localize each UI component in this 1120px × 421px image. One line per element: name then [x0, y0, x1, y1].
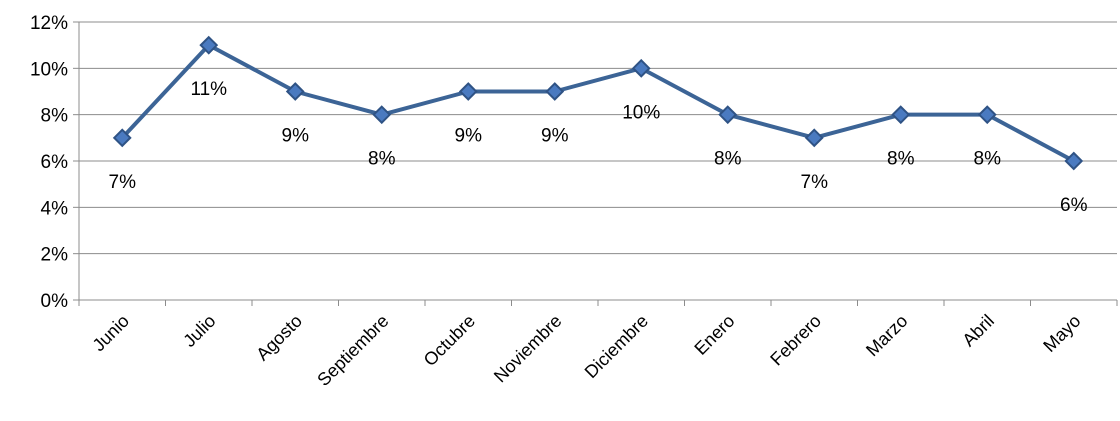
gridlines: [79, 21, 1117, 255]
x-tick-label: Noviembre: [490, 311, 566, 387]
y-tick-label: 0%: [41, 291, 69, 312]
data-label: 6%: [1060, 195, 1088, 216]
x-tick-label: Abril: [958, 311, 998, 351]
x-tick-label: Septiembre: [313, 311, 392, 390]
data-point-marker: [372, 105, 392, 125]
data-point-marker: [891, 105, 911, 125]
data-point-marker: [199, 35, 219, 55]
data-labels: 7% 11% 9% 8% 9% 9% 10% 8% 7% 8% 8% 6%: [109, 79, 1088, 216]
data-label: 8%: [714, 149, 742, 170]
data-point-marker: [285, 82, 305, 101]
data-point-marker: [977, 105, 997, 125]
y-tick-label: 8%: [41, 106, 69, 127]
x-tick-label: Diciembre: [581, 311, 652, 382]
data-label: 9%: [455, 126, 483, 147]
data-point-marker: [458, 82, 478, 101]
data-label: 8%: [368, 149, 396, 170]
axes: [73, 21, 1118, 306]
x-tick-label: Julio: [179, 311, 219, 351]
x-tick-label: Mayo: [1039, 311, 1084, 356]
x-axis-tick-labels: Junio Julio Agosto Septiembre Octubre Noviemb…: [89, 311, 1085, 390]
data-point-marker: [804, 128, 824, 148]
data-point-marker: [112, 128, 132, 148]
data-point-marker: [631, 58, 651, 78]
data-label: 7%: [109, 172, 137, 193]
x-tick-label: Enero: [690, 311, 738, 359]
x-tick-label: Junio: [89, 311, 134, 356]
y-tick-label: 6%: [41, 152, 69, 173]
x-tick-label: Agosto: [252, 311, 306, 365]
data-point-marker: [545, 82, 565, 101]
y-tick-label: 4%: [41, 198, 69, 219]
data-label: 9%: [282, 126, 310, 147]
series-line-path: [120, 43, 1075, 163]
data-label: 8%: [887, 149, 915, 170]
x-tick-label: Octubre: [420, 311, 479, 370]
y-tick-label: 12%: [30, 13, 68, 34]
y-tick-label: 2%: [41, 245, 69, 266]
y-tick-label: 10%: [30, 59, 68, 80]
data-label: 9%: [541, 126, 569, 147]
data-label: 11%: [190, 79, 227, 100]
data-label: 7%: [801, 172, 829, 193]
data-point-marker: [718, 105, 738, 125]
data-label: 8%: [974, 149, 1002, 170]
series-markers: [112, 35, 1084, 171]
data-point-marker: [1064, 151, 1084, 171]
y-axis-tick-labels: 0% 2% 4% 6% 8% 10% 12%: [30, 13, 68, 312]
data-label: 10%: [622, 102, 660, 123]
series-line: [120, 43, 1075, 163]
x-tick-label: Febrero: [766, 311, 825, 370]
x-tick-label: Marzo: [862, 311, 912, 361]
